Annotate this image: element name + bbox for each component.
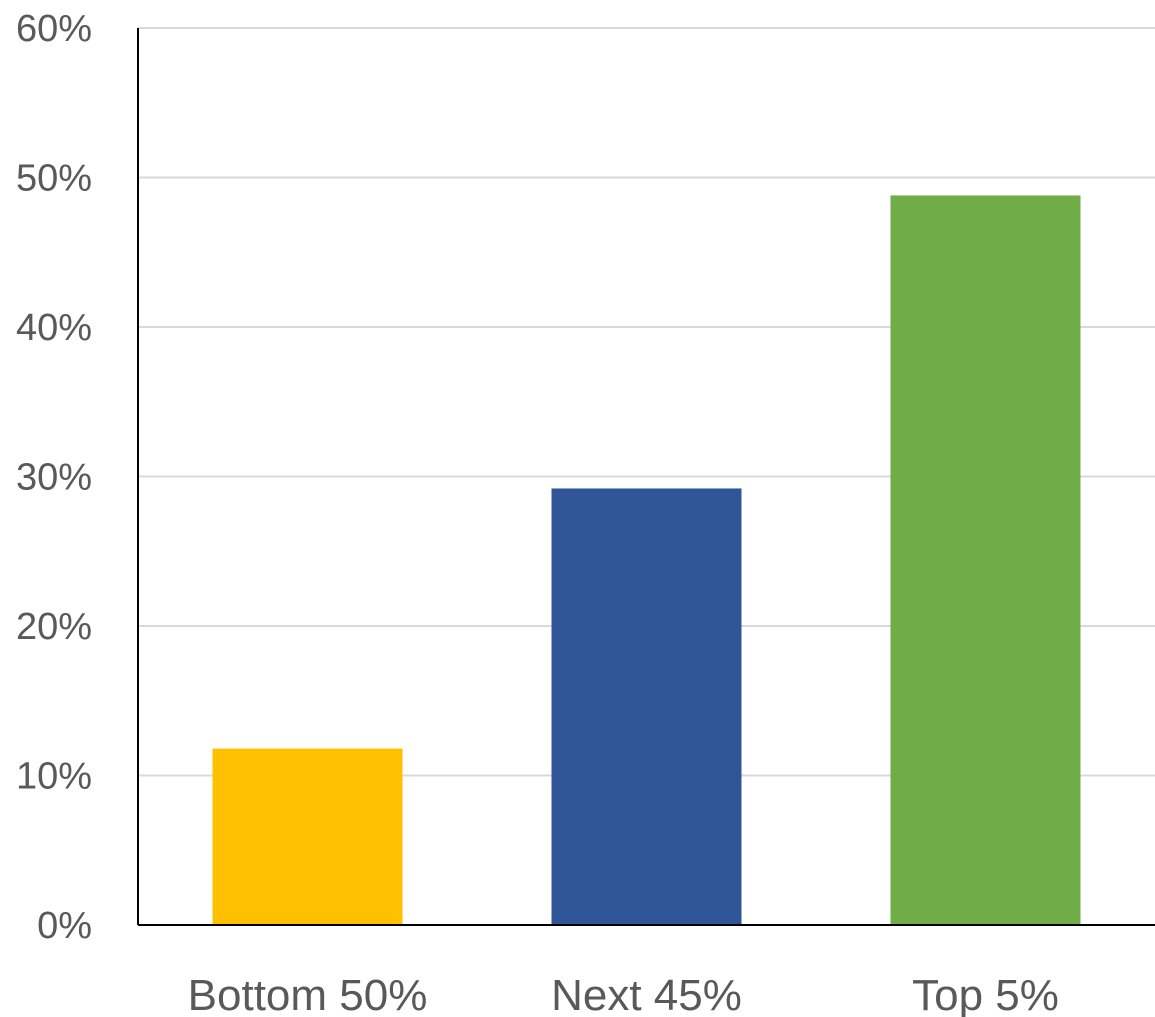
y-axis-ticks: 0% 10% 20% 30% 40% 50% 60% <box>16 8 92 947</box>
y-tick-label: 60% <box>16 8 92 50</box>
y-tick-label: 40% <box>16 307 92 349</box>
y-tick-label: 10% <box>16 756 92 798</box>
y-tick-label: 0% <box>37 905 92 947</box>
x-axis-labels: Bottom 50% Next 45% Top 5% <box>188 971 1059 1017</box>
y-tick-label: 50% <box>16 158 92 200</box>
x-category-label: Next 45% <box>551 971 742 1017</box>
bars <box>212 195 1081 925</box>
y-tick-label: 20% <box>16 606 92 648</box>
bar <box>551 488 742 925</box>
y-tick-label: 30% <box>16 457 92 499</box>
x-category-label: Bottom 50% <box>188 971 428 1017</box>
x-category-label: Top 5% <box>912 971 1059 1017</box>
bar <box>890 195 1081 925</box>
bar <box>212 748 403 925</box>
